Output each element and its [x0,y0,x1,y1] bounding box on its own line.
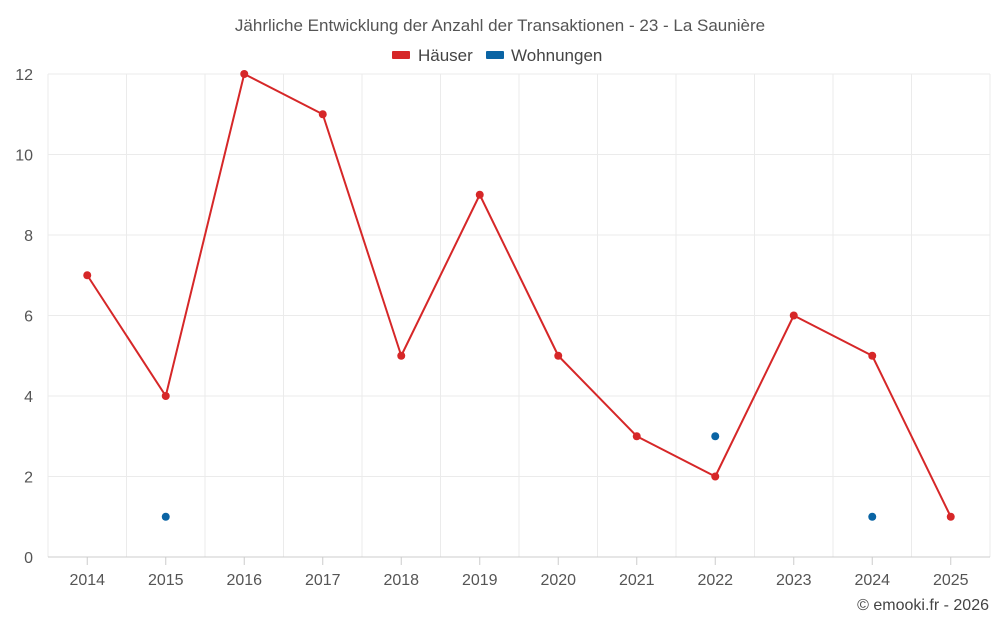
legend: Häuser Wohnungen [392,46,602,65]
y-axis-ticks: 0 2 4 6 8 10 12 [15,67,33,567]
y-tick-label: 2 [24,470,33,487]
x-tick-label: 2017 [305,572,341,589]
grid-lines [47,73,991,557]
data-point-0[interactable] [789,311,798,320]
y-tick-label: 0 [24,550,33,567]
data-point-0[interactable] [946,512,955,521]
data-point-0[interactable] [83,271,92,280]
legend-label-haeuser: Häuser [418,46,473,65]
x-tick-label: 2024 [854,572,890,589]
x-tick-label: 2023 [776,572,812,589]
data-point-1[interactable] [711,432,720,441]
series-layer [83,70,955,521]
legend-item-haeuser[interactable]: Häuser [392,46,473,65]
credit-text: © emooki.fr - 2026 [857,597,989,614]
x-tick-label: 2016 [226,572,262,589]
data-point-0[interactable] [475,190,484,199]
data-point-0[interactable] [318,110,327,119]
y-tick-label: 10 [15,148,33,165]
data-point-0[interactable] [240,70,249,78]
data-point-1[interactable] [161,512,170,521]
data-point-0[interactable] [161,392,170,400]
x-tick-label: 2018 [383,572,419,589]
y-tick-label: 8 [24,228,33,245]
x-tick-label: 2025 [933,572,969,589]
y-tick-label: 12 [15,67,33,84]
series-line-0 [86,73,952,518]
x-tick-label: 2015 [148,572,184,589]
data-point-1[interactable] [868,512,877,521]
legend-label-wohnungen: Wohnungen [511,46,602,65]
data-point-0[interactable] [711,472,720,481]
x-tick-label: 2014 [69,572,105,589]
chart-title: Jährliche Entwicklung der Anzahl der Tra… [235,16,765,35]
x-tick-label: 2022 [697,572,733,589]
y-tick-label: 6 [24,309,33,326]
legend-swatch-haeuser [392,51,410,59]
x-tick-label: 2020 [540,572,576,589]
legend-item-wohnungen[interactable]: Wohnungen [486,46,602,65]
x-axis-ticks: 2014 2015 2016 2017 2018 2019 2020 2021 2022 2023… [69,557,969,589]
data-point-0[interactable] [554,351,563,360]
data-point-0[interactable] [632,432,641,441]
legend-swatch-wohnungen [486,51,504,59]
x-tick-label: 2021 [619,572,655,589]
data-point-0[interactable] [397,351,406,360]
y-tick-label: 4 [24,389,33,406]
x-tick-label: 2019 [462,572,498,589]
data-point-0[interactable] [868,351,877,360]
